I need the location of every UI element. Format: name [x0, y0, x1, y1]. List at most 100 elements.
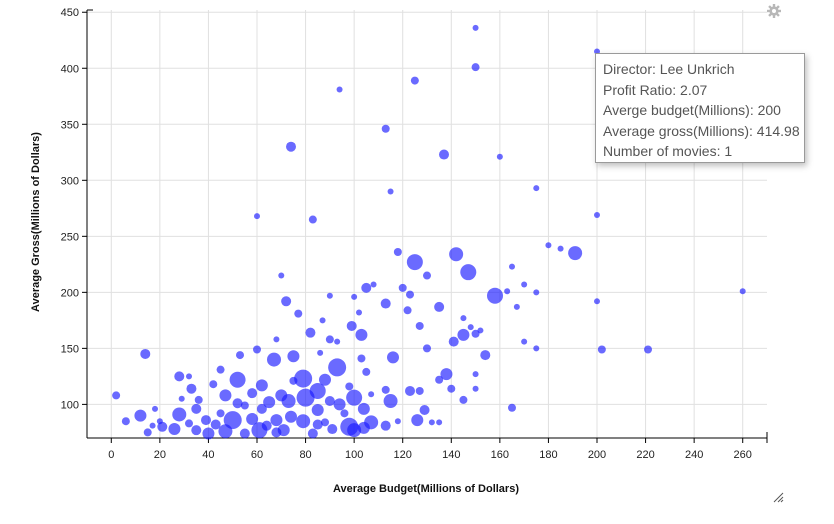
data-point[interactable]	[472, 385, 479, 392]
data-point[interactable]	[504, 288, 511, 295]
data-point[interactable]	[186, 383, 197, 394]
data-point[interactable]	[185, 419, 193, 428]
data-point[interactable]	[428, 419, 435, 426]
data-point[interactable]	[218, 424, 233, 439]
data-point[interactable]	[255, 379, 268, 392]
data-point[interactable]	[346, 320, 357, 331]
data-point[interactable]	[644, 345, 652, 354]
data-point[interactable]	[340, 409, 349, 418]
data-point[interactable]	[311, 403, 324, 416]
data-point[interactable]	[271, 427, 282, 438]
data-point[interactable]	[236, 351, 244, 360]
data-point[interactable]	[387, 351, 399, 364]
data-point[interactable]	[312, 419, 323, 430]
data-point[interactable]	[415, 321, 424, 330]
data-point[interactable]	[294, 309, 303, 318]
data-point[interactable]	[447, 384, 456, 393]
data-point[interactable]	[370, 281, 377, 288]
data-point[interactable]	[403, 306, 412, 315]
data-point[interactable]	[191, 403, 202, 414]
data-point[interactable]	[361, 282, 372, 293]
data-point[interactable]	[460, 315, 467, 322]
data-point[interactable]	[191, 425, 202, 436]
data-point[interactable]	[334, 338, 341, 345]
data-point[interactable]	[594, 212, 600, 219]
data-point[interactable]	[287, 350, 300, 363]
data-point[interactable]	[508, 403, 516, 412]
data-point[interactable]	[394, 418, 401, 425]
data-point[interactable]	[308, 215, 317, 224]
data-point[interactable]	[324, 396, 335, 407]
data-point[interactable]	[201, 415, 211, 426]
data-point[interactable]	[568, 246, 583, 261]
data-point[interactable]	[307, 428, 318, 439]
data-point[interactable]	[545, 242, 552, 249]
data-point[interactable]	[346, 389, 363, 406]
data-point[interactable]	[263, 396, 276, 409]
data-point[interactable]	[157, 421, 168, 432]
data-point[interactable]	[140, 348, 151, 359]
data-point[interactable]	[594, 48, 600, 55]
data-point[interactable]	[273, 336, 280, 343]
data-point[interactable]	[281, 296, 292, 307]
data-point[interactable]	[449, 247, 464, 262]
data-point[interactable]	[387, 188, 394, 195]
data-point[interactable]	[594, 298, 600, 305]
data-point[interactable]	[347, 423, 362, 438]
data-point[interactable]	[247, 388, 258, 399]
data-point[interactable]	[186, 373, 192, 380]
data-point[interactable]	[168, 423, 181, 436]
data-point[interactable]	[419, 404, 430, 415]
data-point[interactable]	[143, 428, 152, 437]
data-point[interactable]	[178, 395, 185, 402]
data-point[interactable]	[368, 391, 375, 398]
data-point[interactable]	[460, 264, 477, 281]
data-point[interactable]	[487, 287, 503, 304]
data-point[interactable]	[739, 288, 746, 295]
data-point[interactable]	[406, 290, 414, 299]
data-point[interactable]	[112, 391, 121, 400]
data-point[interactable]	[253, 345, 261, 354]
data-point[interactable]	[459, 395, 468, 404]
data-point[interactable]	[410, 76, 419, 85]
data-point[interactable]	[286, 141, 296, 152]
data-point[interactable]	[357, 354, 366, 363]
data-point[interactable]	[254, 213, 260, 220]
data-point[interactable]	[381, 385, 390, 394]
data-point[interactable]	[380, 420, 391, 431]
data-point[interactable]	[398, 283, 407, 292]
data-point[interactable]	[216, 365, 225, 374]
data-point[interactable]	[240, 401, 249, 410]
data-point[interactable]	[533, 289, 540, 296]
data-point[interactable]	[296, 388, 315, 407]
data-point[interactable]	[267, 352, 281, 367]
data-point[interactable]	[467, 324, 474, 331]
data-point[interactable]	[216, 409, 225, 418]
data-point[interactable]	[219, 389, 232, 402]
data-point[interactable]	[513, 303, 520, 310]
data-point[interactable]	[434, 301, 445, 312]
data-point[interactable]	[328, 358, 347, 377]
data-point[interactable]	[393, 248, 402, 257]
data-point[interactable]	[480, 350, 491, 361]
data-point[interactable]	[411, 414, 424, 427]
data-point[interactable]	[381, 124, 390, 133]
data-point[interactable]	[521, 338, 528, 345]
data-point[interactable]	[281, 394, 296, 409]
data-point[interactable]	[597, 345, 606, 354]
data-point[interactable]	[423, 271, 431, 280]
data-point[interactable]	[436, 419, 443, 426]
data-point[interactable]	[232, 398, 243, 409]
data-point[interactable]	[174, 371, 185, 382]
data-point[interactable]	[448, 336, 459, 347]
resize-handle-icon[interactable]	[772, 490, 784, 508]
data-point[interactable]	[294, 369, 313, 388]
data-point[interactable]	[319, 317, 326, 324]
data-point[interactable]	[355, 328, 368, 341]
data-point[interactable]	[289, 376, 298, 385]
data-point[interactable]	[457, 328, 470, 341]
data-point[interactable]	[317, 349, 324, 356]
data-point[interactable]	[533, 345, 540, 352]
data-point[interactable]	[325, 335, 334, 344]
data-point[interactable]	[351, 293, 358, 300]
